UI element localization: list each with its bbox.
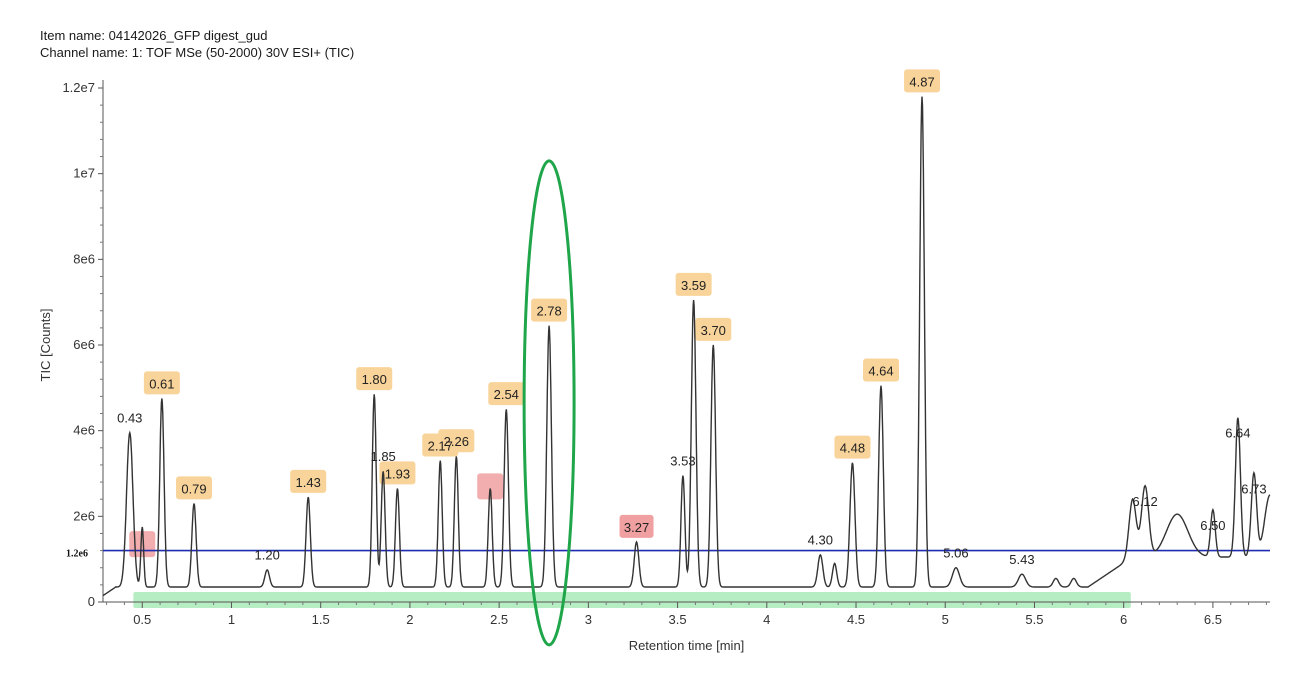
green-range-band-layer (133, 592, 1131, 608)
peak-label: 0.79 (181, 481, 206, 496)
red-highlight-marker (129, 531, 156, 558)
peak-label-highlight (438, 429, 475, 453)
peak-label-highlight (863, 358, 899, 382)
peak-label: 0.43 (117, 411, 142, 426)
peak-label-highlight (531, 298, 568, 322)
peak-label-highlight (904, 69, 941, 93)
peak-label: 1.20 (255, 548, 280, 563)
y-tick-label: 8e6 (73, 251, 95, 266)
peak-label-highlight (143, 371, 180, 395)
threshold-label: 1.2e6 (66, 549, 88, 560)
x-tick-label: 6 (1120, 612, 1127, 627)
peak-label: 1.43 (296, 475, 321, 490)
x-tick-label: 2.5 (490, 612, 508, 627)
x-tick-label: 2 (406, 612, 413, 627)
peak-label-highlight (356, 367, 393, 391)
peak-label-highlight (488, 382, 525, 406)
threshold-layer: 1.2e6 (66, 549, 1270, 560)
green-ellipse-layer (522, 159, 576, 647)
x-tick-label: 3 (585, 612, 592, 627)
tic-trace-line (102, 96, 1271, 597)
green-ellipse-annotation (522, 159, 576, 647)
x-axis-title: Retention time [min] (629, 638, 745, 653)
y-tick-label: 4e6 (73, 423, 95, 438)
x-tick-label: 6.5 (1204, 612, 1222, 627)
peak-label-highlight (695, 317, 732, 341)
y-tick-label: 2e6 (73, 508, 95, 523)
item-name: Item name: 04142026_GFP digest_gud (40, 28, 268, 43)
peak-label-highlight (834, 435, 871, 459)
x-tick-label: 0.5 (133, 612, 151, 627)
trace-layer (102, 96, 1271, 597)
y-tick-label: 6e6 (73, 337, 95, 352)
peak-label: 2.17 (428, 439, 453, 454)
x-tick-label: 4.5 (847, 612, 865, 627)
x-tick-label: 1 (228, 612, 235, 627)
peak-label: 5.43 (1009, 552, 1034, 567)
peak-label: 2.26 (444, 434, 469, 449)
peak-label: 4.64 (868, 364, 893, 379)
peak-label: 3.27 (624, 520, 649, 535)
axes-layer: 0 2e6 4e6 6e6 8e6 1e7 1.2e7 0.5 1 1.5 2 2.5 3 3.5 4 4.5… (38, 80, 1270, 653)
x-tick-label: 5.5 (1025, 612, 1043, 627)
y-tick-label: 0 (88, 594, 95, 609)
x-tick-label: 4 (763, 612, 770, 627)
y-axis-title: TIC [Counts] (38, 309, 53, 382)
red-highlight-marker (477, 473, 504, 500)
peak-label-highlight (379, 461, 416, 485)
highlight-markers-layer (129, 69, 941, 558)
x-tick-label: 3.5 (669, 612, 687, 627)
peak-label: 1.93 (385, 466, 410, 481)
peak-label: 2.78 (536, 304, 561, 319)
y-tick-label: 1.2e7 (62, 80, 95, 95)
peak-label-highlight (675, 272, 712, 296)
peak-label: 3.70 (701, 323, 726, 338)
chart-header: Item name: 04142026_GFP digest_gud Chann… (40, 27, 354, 61)
peak-label-highlight (619, 514, 654, 538)
peak-labels-layer: 0.43 0.61 0.79 1.20 1.43 1.80 1.85 1.93 2.172.26… (117, 74, 1266, 567)
x-tick-label: 5 (942, 612, 949, 627)
peak-label: 0.61 (149, 376, 174, 391)
peak-label: 6.73 (1241, 481, 1266, 496)
peak-label: 2.54 (494, 387, 519, 402)
x-tick-label: 1.5 (312, 612, 330, 627)
peak-label: 4.30 (808, 533, 833, 548)
green-range-band (133, 592, 1131, 608)
peak-label: 6.12 (1132, 494, 1157, 509)
peak-label: 4.87 (909, 74, 934, 89)
peak-label: 1.85 (370, 449, 395, 464)
peak-label: 3.59 (681, 278, 706, 293)
peak-label: 3.53 (670, 454, 695, 469)
peak-label: 4.48 (840, 441, 865, 456)
peak-label-highlight (176, 476, 213, 500)
channel-name: Channel name: 1: TOF MSe (50-2000) 30V E… (40, 45, 355, 60)
peak-label: 6.64 (1225, 426, 1250, 441)
y-tick-label: 1e7 (73, 166, 95, 181)
peak-label: 5.06 (943, 546, 968, 561)
peak-label: 6.50 (1200, 518, 1225, 533)
peak-label-highlight (290, 469, 327, 493)
peak-label: 1.80 (362, 372, 387, 387)
